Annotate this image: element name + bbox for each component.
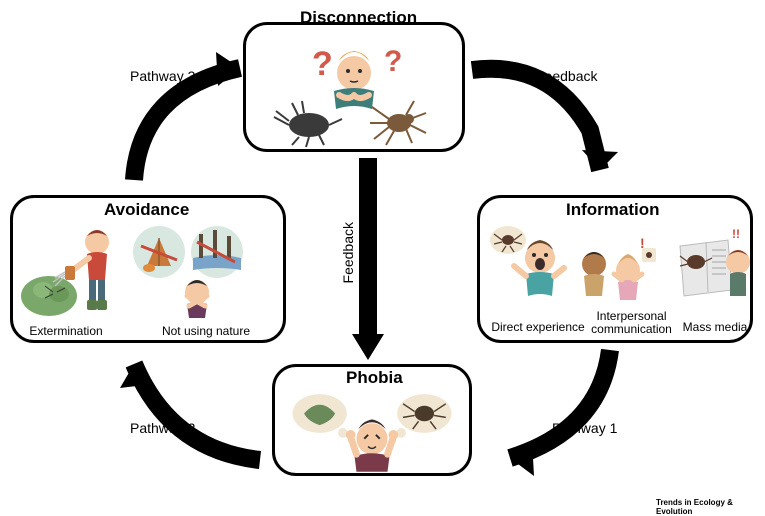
avoid-sub-ext: Extermination: [21, 324, 111, 338]
arrow-pathway3: [110, 40, 280, 200]
phobia-title: Phobia: [346, 368, 403, 388]
phobia-illustration: [275, 385, 469, 475]
label-pathway1: Pathway 1: [552, 420, 617, 436]
credit-text: Trends in Ecology & Evolution: [656, 498, 765, 516]
svg-text:!!: !!: [732, 227, 740, 241]
information-illustration: ! !!: [484, 218, 752, 314]
avoidance-illustration: [17, 218, 285, 322]
arrow-feedback-right: [460, 40, 630, 200]
information-title: Information: [566, 200, 660, 220]
info-sub-direct: Direct experience: [488, 320, 588, 334]
label-pathway2: Pathway 2: [130, 420, 195, 436]
avoidance-title: Avoidance: [104, 200, 189, 220]
arrow-pathway2: [110, 340, 280, 490]
avoid-sub-nature: Not using nature: [151, 324, 261, 338]
label-pathway3: Pathway 3: [130, 68, 195, 84]
arrow-pathway1: [470, 340, 640, 490]
label-feedback-center: Feedback: [340, 222, 356, 283]
svg-text:?: ?: [384, 45, 402, 78]
svg-text:?: ?: [312, 45, 333, 83]
info-sub-massmedia: Mass media: [680, 320, 750, 334]
disconnection-title: Disconnection: [300, 8, 417, 28]
label-feedback: Feedback: [536, 68, 597, 84]
